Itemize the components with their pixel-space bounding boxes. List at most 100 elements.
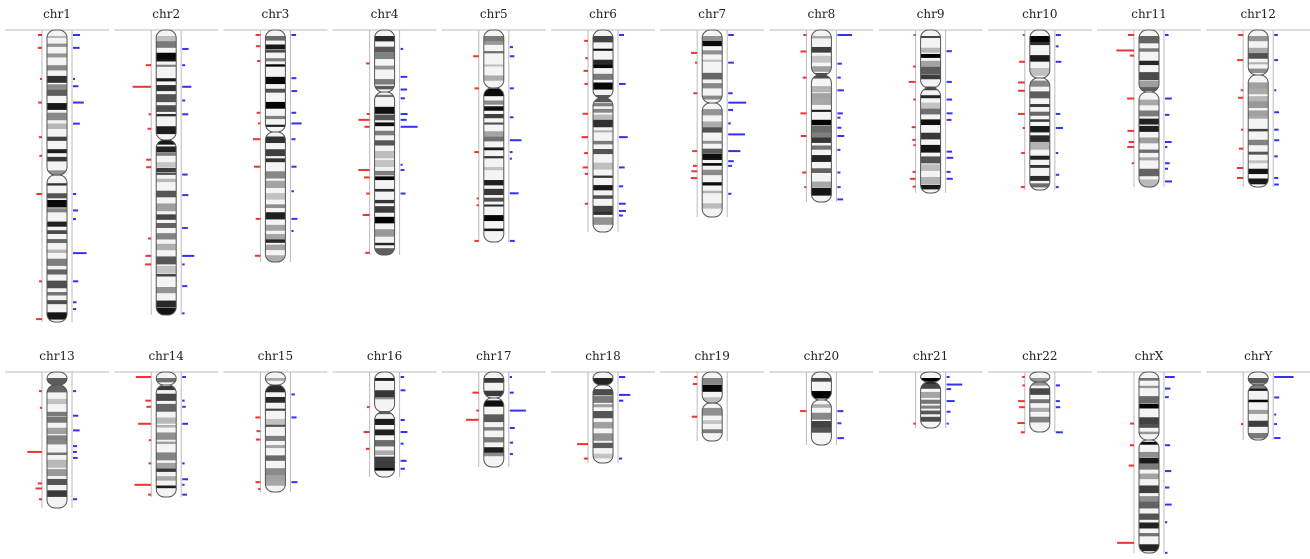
band	[1139, 81, 1159, 89]
gain-mark	[728, 193, 731, 195]
gain-mark	[947, 423, 949, 425]
loss-mark	[38, 34, 42, 36]
gain-mark	[619, 136, 628, 138]
loss-mark	[473, 55, 479, 57]
band	[265, 378, 285, 381]
band	[811, 427, 831, 432]
band	[265, 125, 285, 127]
band	[47, 435, 67, 441]
band	[1139, 533, 1159, 536]
band	[265, 455, 285, 460]
loss-mark	[583, 113, 588, 115]
loss-mark	[258, 488, 260, 490]
loss-mark	[146, 64, 151, 66]
band	[484, 414, 504, 420]
bands	[265, 30, 285, 262]
band	[484, 123, 504, 125]
loss-mark	[257, 112, 261, 114]
loss-mark	[364, 176, 370, 178]
band	[47, 222, 67, 227]
loss-mark	[1018, 400, 1025, 402]
band	[921, 417, 941, 422]
band	[47, 399, 67, 404]
gain-mark	[182, 64, 185, 66]
loss-mark	[910, 178, 916, 180]
gain-mark	[947, 388, 952, 390]
gain-mark	[73, 102, 84, 104]
loss-mark	[583, 166, 588, 168]
band	[1139, 72, 1159, 80]
chromosome: chr9	[879, 7, 983, 193]
chromosome-label: chr11	[1131, 7, 1166, 21]
chromosome-label: chr10	[1022, 7, 1057, 21]
gain-mark	[182, 376, 186, 378]
band	[156, 244, 176, 250]
chromosome-label: chr16	[367, 349, 402, 363]
band	[265, 225, 285, 231]
gain-mark	[1165, 141, 1172, 143]
band	[265, 204, 285, 208]
gain-mark	[73, 193, 76, 195]
loss-mark	[253, 138, 260, 140]
gain-mark	[510, 158, 512, 160]
band	[1030, 135, 1050, 142]
bands	[1030, 30, 1050, 190]
loss-mark	[800, 410, 806, 412]
gain-mark	[837, 437, 843, 439]
band	[811, 132, 831, 138]
band	[702, 182, 722, 185]
loss-mark	[913, 186, 916, 188]
karyotype: chr1chr2chr3chr4chr5chr6chr7chr8chr9chr1…	[0, 0, 1310, 559]
loss-mark	[27, 451, 42, 453]
band	[265, 116, 285, 119]
chromosome: chr13	[5, 349, 109, 508]
gain-mark	[837, 63, 841, 65]
gain-mark	[291, 230, 293, 232]
bands	[484, 30, 504, 242]
gain-mark	[510, 240, 515, 242]
band	[702, 121, 722, 127]
band	[1248, 69, 1268, 73]
band	[265, 158, 285, 162]
loss-mark	[803, 34, 806, 36]
band	[593, 396, 613, 403]
band	[593, 433, 613, 441]
loss-mark	[366, 62, 369, 64]
chromosome: chr14	[114, 349, 218, 497]
band	[1030, 417, 1050, 423]
loss-mark	[1019, 406, 1025, 408]
loss-mark	[913, 66, 916, 68]
loss-mark	[254, 166, 260, 168]
gain-mark	[947, 400, 955, 402]
loss-mark	[258, 122, 260, 124]
band	[47, 428, 67, 434]
band	[156, 173, 176, 175]
band	[811, 93, 831, 100]
bands	[1139, 30, 1159, 187]
band	[811, 56, 831, 63]
band	[484, 106, 504, 110]
band	[156, 59, 176, 61]
band	[375, 115, 395, 121]
chromosome-label: chrX	[1135, 349, 1164, 363]
gain-mark	[73, 308, 76, 310]
band	[265, 137, 285, 144]
band	[484, 420, 504, 422]
band	[484, 51, 504, 53]
band	[47, 239, 67, 243]
band	[375, 229, 395, 236]
band	[921, 119, 941, 125]
gain-mark	[291, 218, 297, 220]
loss-mark	[367, 406, 370, 408]
loss-mark	[914, 34, 916, 36]
loss-mark	[149, 462, 152, 464]
loss-mark	[1018, 90, 1025, 92]
gain-mark	[401, 48, 404, 50]
band	[375, 66, 395, 70]
band	[47, 183, 67, 185]
loss-mark	[585, 57, 588, 59]
band	[593, 141, 613, 145]
gain-mark	[947, 376, 950, 378]
gain-mark	[510, 55, 515, 57]
chromosome-label: chr9	[917, 7, 945, 21]
